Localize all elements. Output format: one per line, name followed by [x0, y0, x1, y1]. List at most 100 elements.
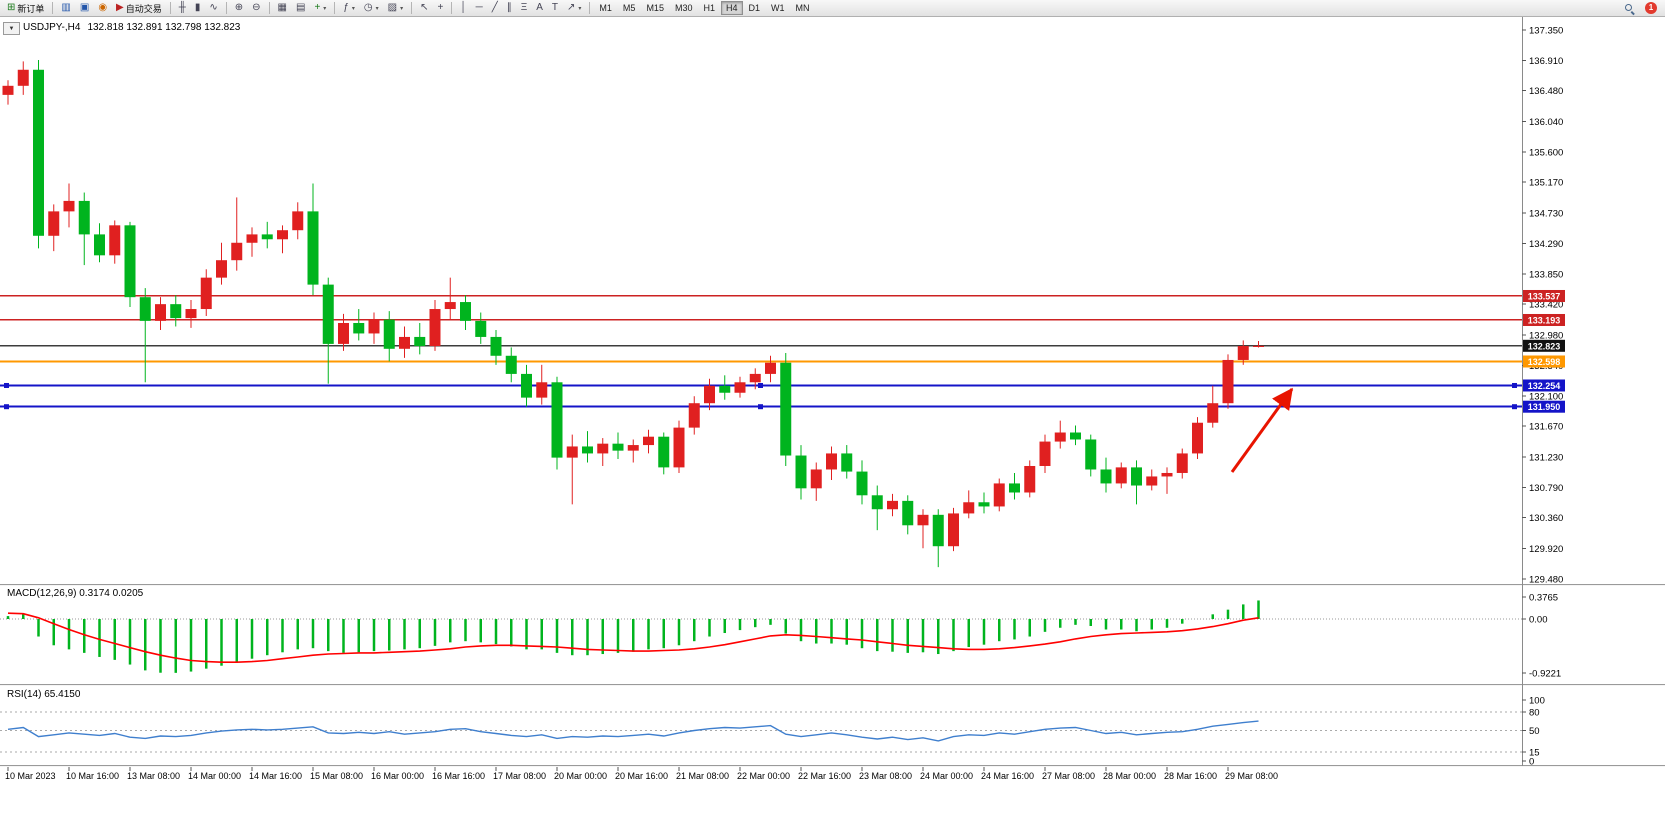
- candlestick-chart-icon: ▮: [194, 2, 201, 13]
- price-axis-label: 131.230: [1529, 452, 1563, 463]
- timeframe-m15-button[interactable]: M15: [641, 1, 669, 15]
- candle: [307, 211, 319, 285]
- dropdown-caret-icon: ▾: [400, 5, 404, 12]
- candle: [1253, 345, 1264, 347]
- timeframe-mn-button[interactable]: MN: [791, 1, 815, 15]
- candle: [444, 302, 456, 310]
- zoom-out-icon: ⊖: [252, 2, 261, 13]
- tile-windows-button[interactable]: ▦: [274, 1, 291, 15]
- timeframe-m30-button[interactable]: M30: [670, 1, 698, 15]
- price-tag-133.193: 133.193: [1523, 313, 1565, 326]
- timeframe-h1-button[interactable]: H1: [698, 1, 720, 15]
- horizontal-line-131.950[interactable]: [0, 404, 1522, 410]
- price-axis-label: 131.670: [1529, 422, 1563, 433]
- candle: [2, 85, 14, 95]
- candle: [1039, 441, 1051, 466]
- crosshair-button[interactable]: +: [434, 1, 448, 15]
- notification-badge[interactable]: 1: [1645, 2, 1657, 14]
- channel-button[interactable]: ∥: [503, 1, 516, 15]
- candle: [841, 453, 853, 472]
- time-axis-label: 15 Mar 08:00: [310, 771, 363, 781]
- chart-canvas[interactable]: 137.350 136.910 136.480 136.040 135.600 135.1…: [0, 17, 1665, 838]
- arrow-shape-icon: ↗: [567, 2, 576, 13]
- chart-collapse-button[interactable]: ▼: [3, 22, 20, 35]
- text-label-button[interactable]: T: [548, 1, 562, 15]
- time-axis-label: 22 Mar 00:00: [737, 771, 790, 781]
- candle: [1070, 432, 1081, 440]
- timeframe-w1-button[interactable]: W1: [766, 1, 790, 15]
- candle: [231, 242, 243, 261]
- candlestick-chart-button[interactable]: ▮: [191, 1, 205, 15]
- charts-button[interactable]: ▥: [57, 1, 74, 15]
- svg-text:133.193: 133.193: [1528, 315, 1561, 325]
- rsi-scale-label: 50: [1529, 726, 1540, 737]
- annotation-arrow[interactable]: [1230, 387, 1294, 473]
- price-axis-label: 134.290: [1529, 239, 1563, 250]
- dropdown-caret-icon: ▾: [578, 5, 582, 12]
- text-button[interactable]: A: [532, 1, 547, 15]
- candle: [292, 211, 304, 231]
- timeframe-m5-button[interactable]: M5: [618, 1, 641, 15]
- candle: [261, 234, 273, 240]
- price-axis-label: 135.600: [1529, 148, 1563, 159]
- candle: [460, 302, 471, 321]
- autotrading-button[interactable]: ▶ 自动交易: [112, 1, 166, 15]
- candle: [1085, 439, 1097, 470]
- add-indicator-button[interactable]: + ▾: [310, 1, 330, 15]
- time-axis-label: 27 Mar 08:00: [1042, 771, 1095, 781]
- templates-button[interactable]: ▨ ▾: [384, 1, 407, 15]
- chart-title: USDJPY-,H4 132.818 132.891 132.798 132.8…: [23, 22, 240, 33]
- svg-text:131.950: 131.950: [1528, 402, 1561, 412]
- candle: [277, 230, 288, 240]
- timeframe-d1-button[interactable]: D1: [744, 1, 766, 15]
- trendline-button[interactable]: ╱: [488, 1, 502, 15]
- price-axis-label: 129.920: [1529, 544, 1563, 555]
- new-order-button[interactable]: ⊞ 新订单: [3, 1, 48, 15]
- candle: [627, 445, 639, 451]
- dropdown-caret-icon: ▾: [323, 5, 327, 12]
- timeframe-h4-button[interactable]: H4: [720, 1, 743, 15]
- zoom-in-icon: ⊕: [234, 2, 244, 13]
- svg-text:132.823: 132.823: [1528, 341, 1561, 351]
- candle: [1207, 403, 1219, 423]
- assistant-button[interactable]: ◉: [94, 1, 111, 15]
- candle: [368, 319, 380, 334]
- svg-text:132.254: 132.254: [1528, 381, 1561, 391]
- price-tag-131.950: 131.950: [1523, 400, 1565, 413]
- time-axis-label: 14 Mar 00:00: [188, 771, 241, 781]
- zoom-out-button[interactable]: ⊖: [248, 1, 264, 15]
- indicators-button[interactable]: ƒ ▾: [339, 1, 359, 15]
- crosshair-icon: +: [437, 2, 444, 13]
- periods-button[interactable]: ◷ ▾: [360, 1, 383, 15]
- candle: [643, 436, 654, 446]
- toolbar-separator: [589, 2, 591, 14]
- cursor-button[interactable]: ↖: [416, 1, 432, 15]
- fibonacci-button[interactable]: Ξ: [517, 1, 532, 15]
- candle: [688, 403, 700, 428]
- assistant-icon: ◉: [98, 2, 108, 13]
- macd-scale-label: 0.3765: [1529, 593, 1558, 604]
- candle: [170, 304, 182, 319]
- bar-chart-button[interactable]: ╫: [175, 1, 190, 15]
- chart-window: 137.350 136.910 136.480 136.040 135.600 135.1…: [0, 17, 1665, 838]
- candle: [993, 483, 1005, 507]
- zoom-in-button[interactable]: ⊕: [231, 1, 247, 15]
- horizontal-line-132.254[interactable]: [0, 382, 1522, 388]
- candle: [1024, 465, 1036, 493]
- candle: [1009, 483, 1020, 493]
- timeframe-m1-button[interactable]: M1: [594, 1, 617, 15]
- shapes-button[interactable]: ↗ ▾: [563, 1, 585, 15]
- candle: [612, 443, 624, 451]
- time-axis[interactable]: 10 Mar 2023 10 Mar 16:00 13 Mar 08:00 14 Ma…: [5, 767, 1278, 781]
- candle: [246, 234, 258, 243]
- profile-button[interactable]: ▣: [76, 1, 93, 15]
- candlestick-series: [2, 59, 1264, 568]
- vertical-line-button[interactable]: │: [456, 1, 470, 15]
- horizontal-line-button[interactable]: ─: [472, 1, 487, 15]
- line-chart-button[interactable]: ∿: [205, 1, 221, 15]
- price-axis[interactable]: 137.350 136.910 136.480 136.040 135.600 135.1…: [1522, 26, 1563, 586]
- toolbar-separator: [268, 2, 270, 14]
- search-button[interactable]: [1620, 1, 1639, 15]
- cascade-windows-button[interactable]: ▤: [292, 1, 309, 15]
